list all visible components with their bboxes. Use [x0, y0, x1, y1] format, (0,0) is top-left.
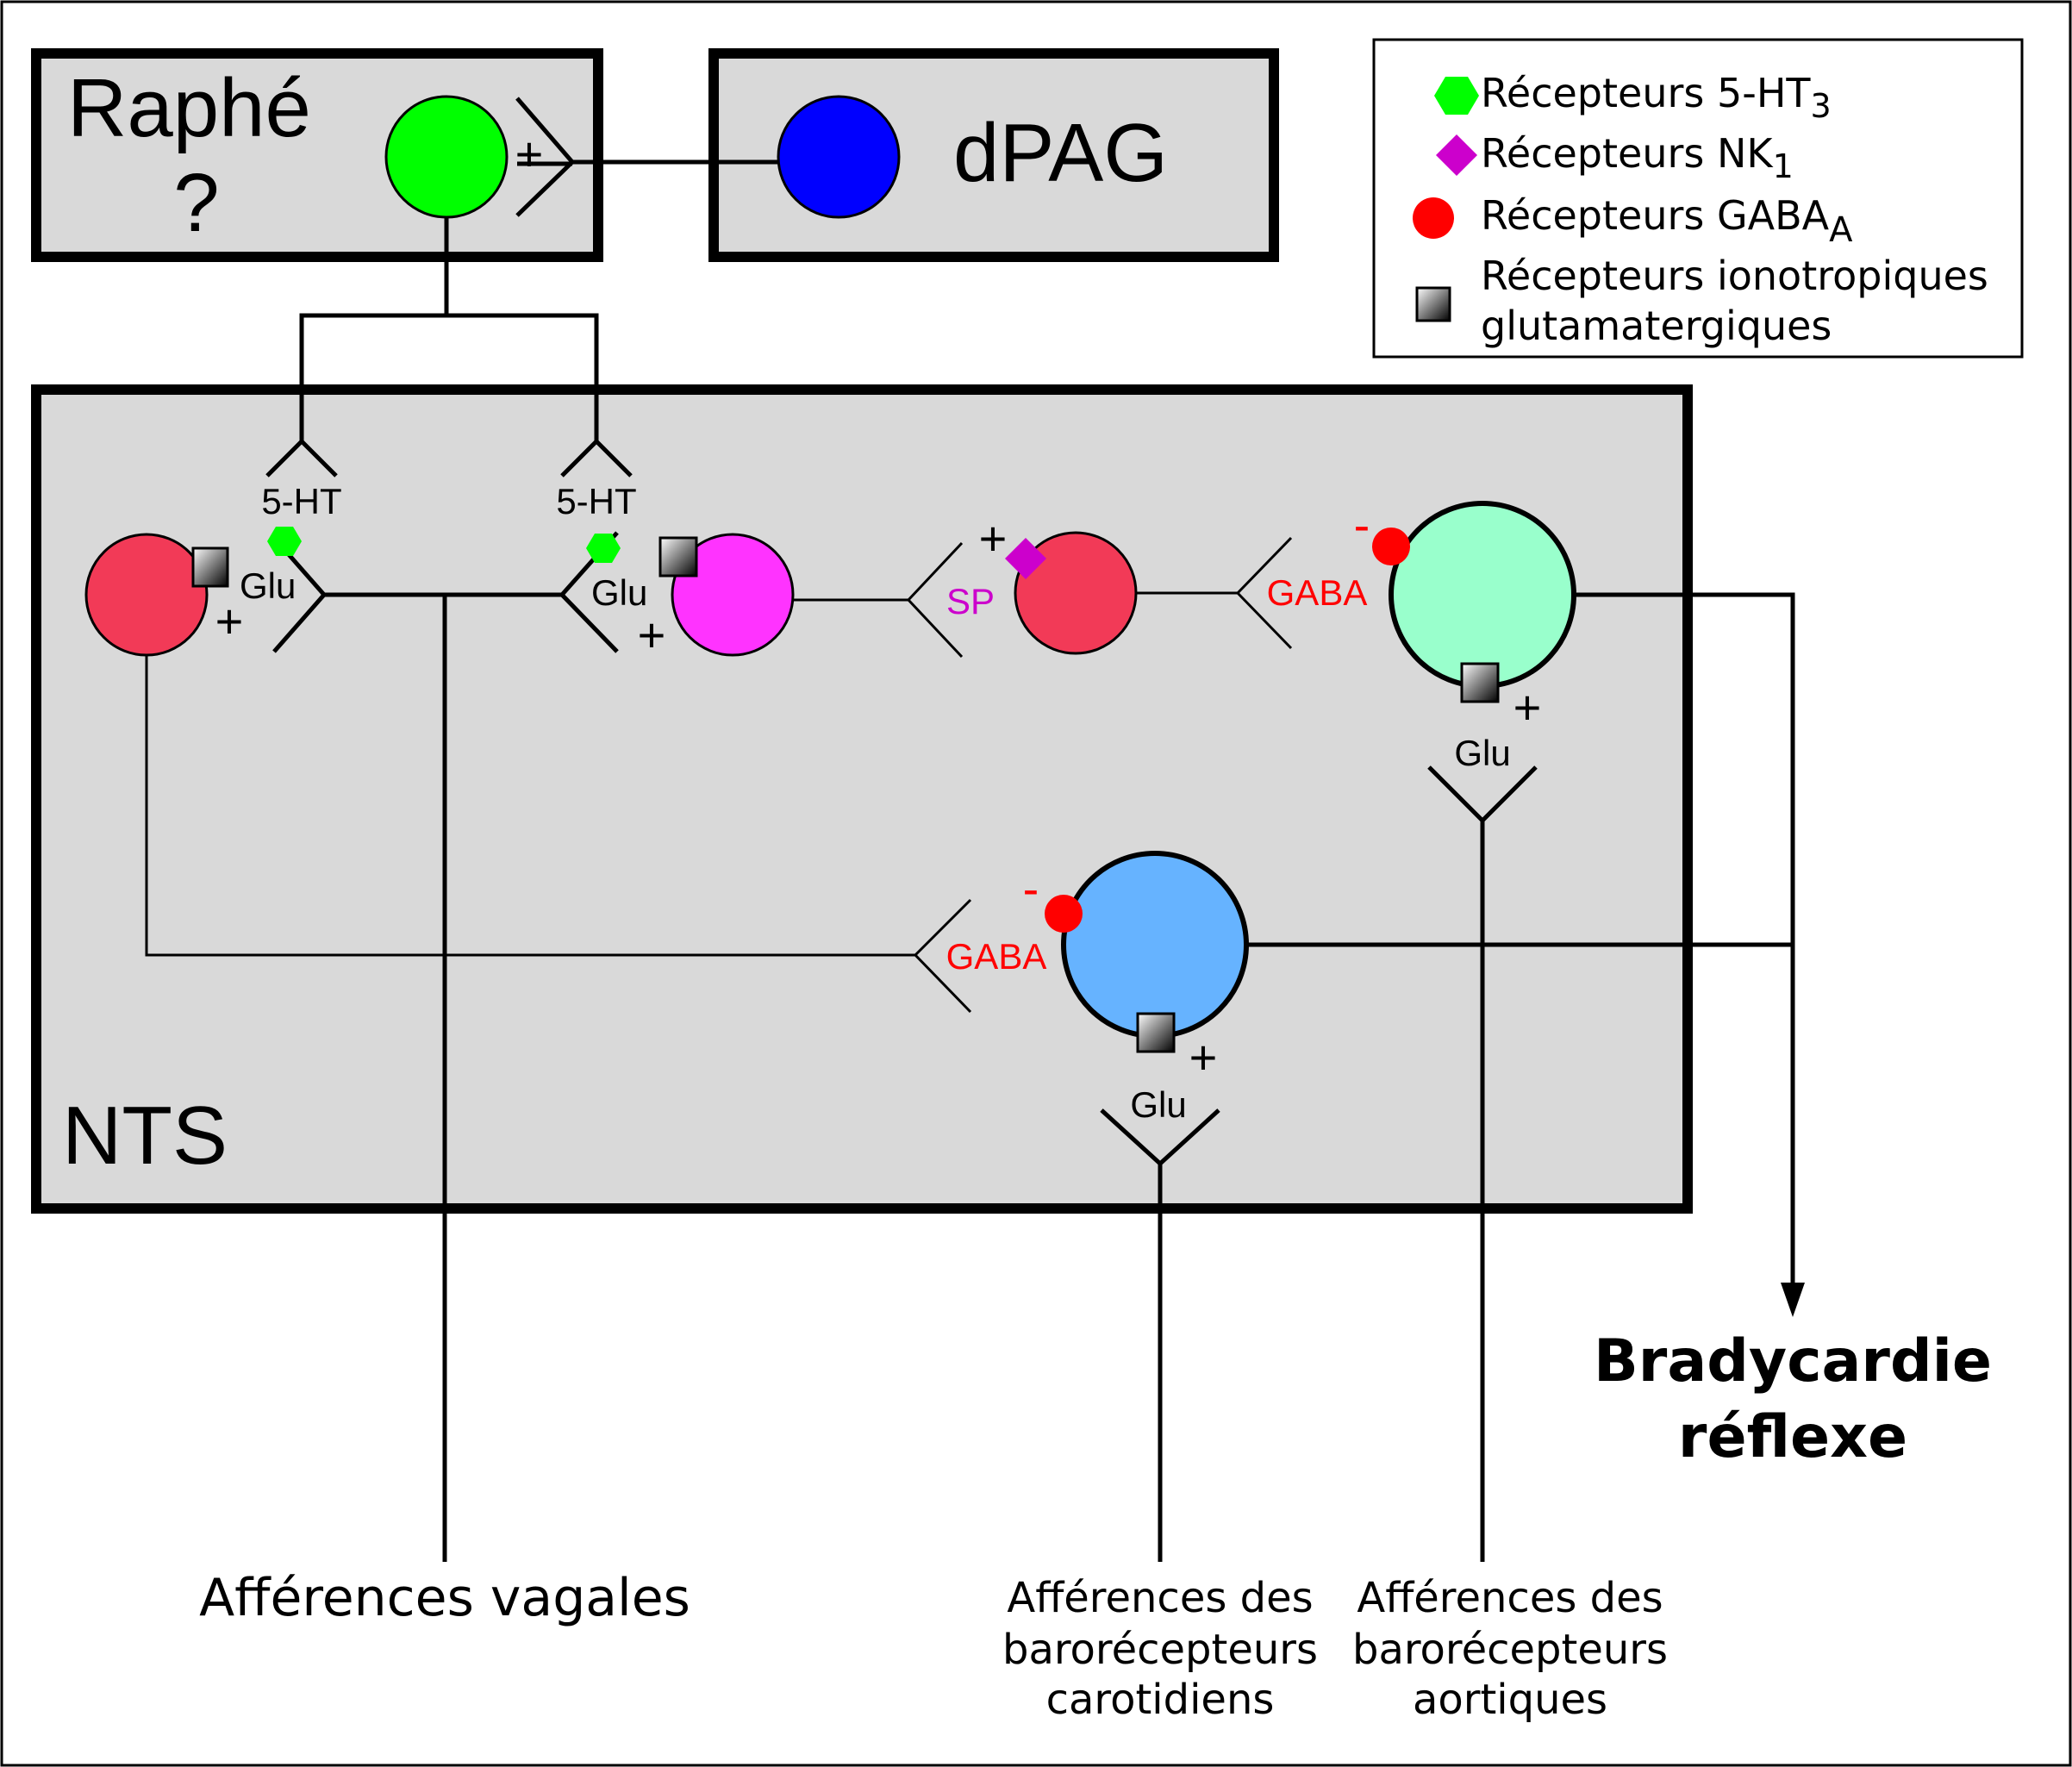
- legend-item-nk1: Récepteurs NK1: [1481, 130, 1794, 185]
- mint-output-axon: [1574, 592, 1795, 1283]
- raphe-neuron: [384, 95, 509, 219]
- glu-label-mint: Glu: [1454, 733, 1510, 773]
- minus-sign-mint: -: [1354, 497, 1370, 552]
- gaba-terminal-upper: [1235, 536, 1293, 650]
- gaba-terminal-lower: [913, 898, 972, 1014]
- aortic-afferents-label-line2: barorécepteurs: [1352, 1626, 1668, 1674]
- raphe-question-mark: ?: [173, 157, 219, 249]
- legend-circle-icon: [1413, 197, 1454, 239]
- carotid-afferents-label-line2: barorécepteurs: [1002, 1626, 1318, 1674]
- gaba-label-upper: GABA: [1267, 572, 1368, 613]
- gaba-label-lower: GABA: [946, 936, 1047, 977]
- nts-title: NTS: [62, 1090, 228, 1182]
- glu-receptor-left: [191, 546, 229, 588]
- gabaa-receptor-mint: [1372, 528, 1410, 565]
- output-label-line2: réflexe: [1678, 1403, 1907, 1471]
- gabaa-receptor-blue: [1045, 895, 1083, 933]
- legend-square-icon: [1415, 286, 1451, 322]
- nk1-receptor: [1005, 538, 1046, 579]
- legend: Récepteurs 5-HT3 Récepteurs NK1 Récepteu…: [1372, 38, 2024, 359]
- raphe-plus-sign: +: [515, 127, 544, 181]
- nts-neuron-red-left: [84, 533, 209, 657]
- blue-gaba-projection: [145, 655, 915, 957]
- 5ht-label-left: 5-HT: [261, 481, 341, 521]
- raphe-branch: [299, 313, 599, 441]
- legend-item-5ht3: Récepteurs 5-HT3: [1481, 70, 1832, 125]
- dpag-title: dPAG: [953, 107, 1168, 199]
- glu-receptor-magenta: [658, 536, 698, 578]
- legend-item-gabaa: Récepteurs GABAA: [1481, 192, 1853, 250]
- glu-label-left: Glu: [240, 565, 296, 606]
- 5ht-label-right: 5-HT: [556, 481, 636, 521]
- dpag-neuron: [777, 95, 901, 219]
- minus-sign-blue: -: [1023, 861, 1039, 915]
- sp-terminal: [906, 541, 964, 659]
- aortic-afferents-label-line3: aortiques: [1413, 1676, 1607, 1724]
- carotid-afferents-label-line1: Afférences des: [1007, 1574, 1313, 1622]
- plus-sign-middle: +: [979, 511, 1008, 565]
- raphe-title: Raphé: [67, 62, 311, 154]
- plus-sign-magenta: +: [638, 608, 666, 662]
- 5ht3-receptor-magenta: [586, 534, 621, 563]
- nts-neuron-blue: [1061, 851, 1249, 1039]
- legend-hexagon-icon: [1434, 77, 1479, 115]
- sp-label: SP: [946, 581, 995, 621]
- glu-label-magenta: Glu: [591, 572, 647, 613]
- legend-item-glutamate-line1: Récepteurs ionotropiques: [1481, 253, 1988, 299]
- legend-item-glutamate-line2: glutamatergiques: [1481, 303, 1832, 349]
- glu-receptor-mint: [1460, 662, 1500, 703]
- plus-sign-mint: +: [1513, 680, 1542, 734]
- nts-neuron-mint: [1389, 501, 1576, 689]
- aortic-afferents-label-line1: Afférences des: [1357, 1574, 1663, 1622]
- legend-box: [1372, 38, 2024, 359]
- glu-terminal-left: [272, 536, 328, 653]
- 5ht3-receptor-left: [267, 527, 302, 556]
- output-arrowhead: [1781, 1283, 1805, 1317]
- 5ht-terminal-right: [560, 438, 633, 478]
- plus-sign-left: +: [215, 594, 244, 648]
- glu-receptor-blue: [1136, 1012, 1176, 1053]
- dpag-synapse-terminal: [515, 97, 576, 217]
- carotid-afferents-label-line3: carotidiens: [1046, 1676, 1275, 1724]
- vagal-afferents-label: Afférences vagales: [199, 1568, 690, 1628]
- plus-sign-blue: +: [1189, 1030, 1218, 1084]
- 5ht-terminal-left: [265, 438, 338, 478]
- nts-box: [31, 384, 1693, 1214]
- glu-label-blue: Glu: [1130, 1084, 1186, 1125]
- output-label-line1: Bradycardie: [1594, 1327, 1992, 1395]
- nts-neuron-magenta: [671, 533, 795, 657]
- legend-diamond-icon: [1436, 134, 1477, 176]
